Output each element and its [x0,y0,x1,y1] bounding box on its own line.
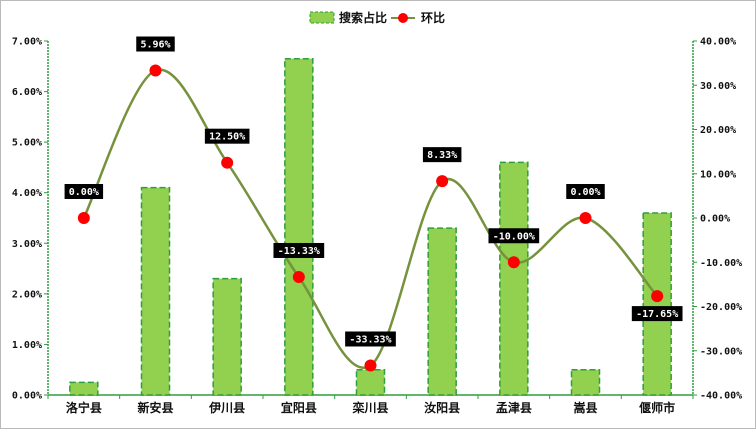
left-tick-label: 6.00% [12,87,42,98]
line-point [651,290,664,303]
data-labels: 0.00% 5.96% 12.50% -13.33% -33.33% 8.33% -10.0… [64,36,683,347]
bar [570,368,601,396]
x-category-label: 新安县 [137,400,173,415]
data-label-box [204,128,250,144]
x-category-label: 孟津县 [496,400,532,415]
x-category-label: 洛宁县 [66,400,102,415]
data-label-text: -33.33% [349,334,391,345]
bar [427,227,457,396]
x-category-label: 偃师市 [639,400,675,415]
x-category-label: 栾川县 [351,400,388,415]
bar [499,161,529,396]
x-category-label: 宜阳县 [281,400,317,415]
x-category-label: 嵩县 [573,400,597,415]
line-point [149,64,162,77]
line-point [77,212,90,224]
data-label: -33.33% [345,331,396,347]
data-label-box [631,306,683,322]
left-tick-label: 1.00% [12,340,42,351]
bar [140,186,171,396]
data-label-box [136,36,175,52]
data-label: 5.96% [136,36,175,52]
right-tick-label: 20.00% [700,125,736,136]
x-category-label: 伊川县 [208,400,245,415]
left-tick-label: 3.00% [12,239,42,250]
data-label-text: -17.65% [636,309,678,320]
right-tick-label: 30.00% [700,81,736,92]
data-label: 0.00% [566,184,605,199]
data-label-box [64,184,104,199]
line-point [221,156,234,169]
bar [355,368,386,396]
bar [69,381,99,396]
data-label-text: 0.00% [570,187,600,198]
left-tick-label: 4.00% [12,188,42,199]
data-label-box [566,184,605,199]
data-label: -17.65% [631,306,683,322]
data-label: 0.00% [64,184,104,199]
right-tick-label: -20.00% [700,302,742,313]
left-tick-label: 5.00% [12,138,42,149]
data-label: 12.50% [204,128,250,144]
data-label: -10.00% [488,228,540,244]
right-tick-label: -30.00% [700,346,742,357]
line-series [77,64,664,372]
legend-line-marker [398,13,408,23]
left-tick-label: 2.00% [12,289,42,300]
right-tick-label: 40.00% [700,37,736,48]
legend-line-label: 环比 [421,10,445,25]
left-tick-label: 0.00% [12,391,42,402]
data-label-text: -10.00% [493,231,535,242]
data-label-box [422,147,462,163]
data-label-text: 5.96% [140,40,170,51]
data-label-box [345,331,396,347]
data-label: -13.33% [273,242,325,258]
x-category-label: 汝阳县 [424,400,460,415]
right-tick-label: -10.00% [700,258,742,269]
line-point [436,175,449,188]
legend: 搜索占比 环比 [309,10,445,25]
legend-bar-label: 搜索占比 [339,10,387,25]
right-tick-label: -40.00% [700,391,742,402]
data-label-text: -13.33% [278,246,320,257]
bar [284,57,314,396]
bar [642,212,672,396]
data-label-box [488,228,540,244]
right-tick-label: 0.00% [700,214,730,225]
line-point [579,212,592,224]
bar-series [69,57,672,396]
data-label: 8.33% [422,147,462,163]
data-label-box [273,242,325,258]
line-point [292,270,305,283]
bar [212,277,242,396]
line-point [507,256,520,269]
data-label-text: 8.33% [427,150,457,161]
data-label-text: 0.00% [69,187,99,198]
left-tick-label: 7.00% [12,37,42,48]
legend-bar-swatch [309,11,335,24]
right-tick-label: 10.00% [700,169,736,180]
line-point [364,359,377,372]
data-label-text: 12.50% [209,132,245,143]
